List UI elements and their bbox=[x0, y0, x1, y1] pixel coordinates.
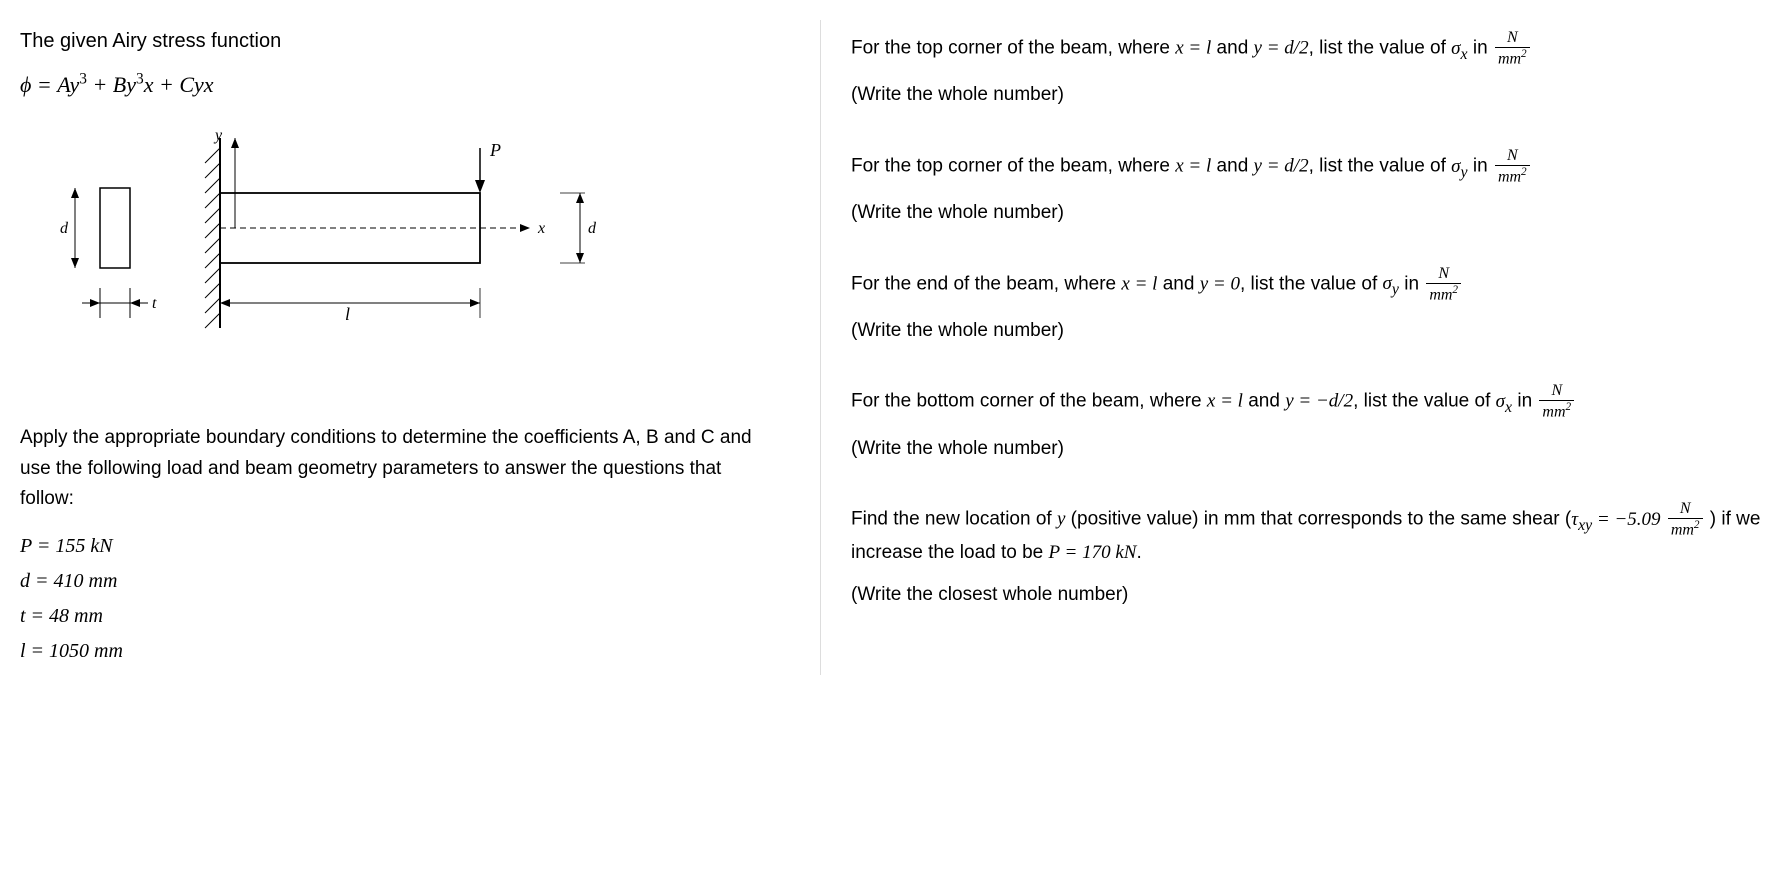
label-y: y bbox=[213, 128, 223, 144]
question-3: For the end of the beam, where x = l and… bbox=[851, 266, 1771, 346]
q5-hint: (Write the closest whole number) bbox=[851, 581, 1771, 610]
right-column: For the top corner of the beam, where x … bbox=[820, 20, 1771, 675]
q3-prompt: For the end of the beam, where x = l and… bbox=[851, 266, 1771, 303]
q4-prompt: For the bottom corner of the beam, where… bbox=[851, 383, 1771, 420]
question-4: For the bottom corner of the beam, where… bbox=[851, 383, 1771, 463]
question-5: Find the new location of y (positive val… bbox=[851, 501, 1771, 609]
question-1: For the top corner of the beam, where x … bbox=[851, 30, 1771, 110]
q2-hint: (Write the whole number) bbox=[851, 199, 1771, 228]
label-d-right: d bbox=[588, 220, 597, 237]
q2-prompt: For the top corner of the beam, where x … bbox=[851, 148, 1771, 185]
label-P: P bbox=[489, 140, 501, 160]
parameter-list: P = 155 kN d = 410 mm t = 48 mm l = 1050… bbox=[20, 535, 780, 663]
q3-hint: (Write the whole number) bbox=[851, 317, 1771, 346]
beam-diagram: d t bbox=[40, 128, 780, 363]
q4-hint: (Write the whole number) bbox=[851, 435, 1771, 464]
param-P: P = 155 kN bbox=[20, 535, 780, 558]
label-d-left: d bbox=[60, 220, 69, 237]
stress-function-title: The given Airy stress function bbox=[20, 30, 780, 53]
left-column: The given Airy stress function ϕ = Ay3 +… bbox=[20, 20, 780, 675]
q1-hint: (Write the whole number) bbox=[851, 81, 1771, 110]
two-column-layout: The given Airy stress function ϕ = Ay3 +… bbox=[20, 20, 1771, 675]
question-2: For the top corner of the beam, where x … bbox=[851, 148, 1771, 228]
param-l: l = 1050 mm bbox=[20, 640, 780, 663]
label-t: t bbox=[152, 295, 157, 312]
q5-prompt: Find the new location of y (positive val… bbox=[851, 501, 1771, 567]
label-l: l bbox=[345, 304, 350, 324]
q1-prompt: For the top corner of the beam, where x … bbox=[851, 30, 1771, 67]
param-t: t = 48 mm bbox=[20, 605, 780, 628]
airy-equation: ϕ = Ay3 + By3x + Cyx bbox=[20, 71, 780, 98]
instructions-text: Apply the appropriate boundary condition… bbox=[20, 423, 780, 514]
param-d: d = 410 mm bbox=[20, 570, 780, 593]
label-x: x bbox=[537, 220, 545, 237]
fixed-support bbox=[205, 138, 220, 328]
